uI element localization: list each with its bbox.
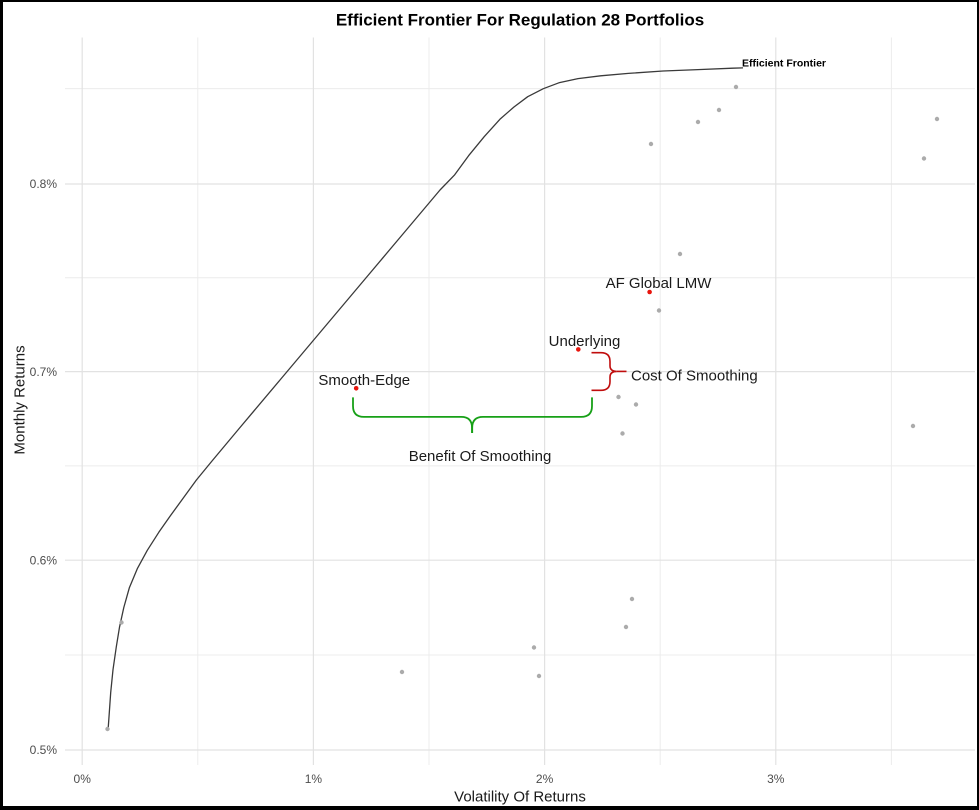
svg-text:0.8%: 0.8% [30, 177, 58, 191]
svg-text:0.7%: 0.7% [30, 365, 58, 379]
svg-text:Smooth-Edge: Smooth-Edge [318, 372, 410, 389]
svg-text:0.5%: 0.5% [30, 743, 58, 757]
svg-text:Efficient Frontier For Regulat: Efficient Frontier For Regulation 28 Por… [336, 11, 704, 30]
svg-text:1%: 1% [305, 772, 323, 786]
svg-text:AF Global LMW: AF Global LMW [606, 275, 713, 292]
svg-text:0%: 0% [74, 772, 92, 786]
svg-text:Benefit Of Smoothing: Benefit Of Smoothing [409, 448, 552, 465]
svg-text:Efficient Frontier: Efficient Frontier [742, 58, 826, 70]
svg-text:2%: 2% [536, 772, 554, 786]
svg-text:0.6%: 0.6% [30, 553, 58, 567]
svg-text:3%: 3% [767, 772, 785, 786]
svg-text:Monthly Returns: Monthly Returns [12, 345, 29, 454]
svg-text:Cost Of Smoothing: Cost Of Smoothing [631, 368, 758, 385]
svg-text:Underlying: Underlying [549, 333, 621, 350]
svg-text:Volatility Of Returns: Volatility Of Returns [454, 789, 586, 806]
